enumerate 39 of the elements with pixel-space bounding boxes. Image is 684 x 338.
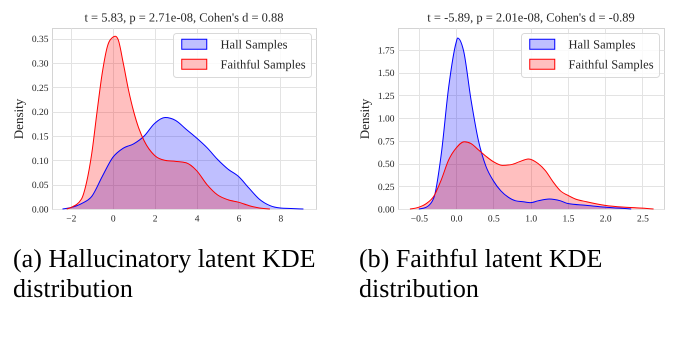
y-tick-label: 1.00 <box>378 114 395 125</box>
y-tick-label: 0.25 <box>378 182 395 193</box>
y-tick-label: 0.50 <box>378 160 395 170</box>
y-axis-title: Density <box>356 98 372 140</box>
y-tick-label: 0.05 <box>32 181 49 192</box>
x-tick-label: 2 <box>152 214 158 224</box>
chart-title: t = -5.89, p = 2.01e-08, Cohen's d = -0.89 <box>427 10 635 24</box>
x-tick-label: 1.0 <box>525 214 538 224</box>
x-tick-label: 6 <box>236 214 242 224</box>
x-tick-label: −0.5 <box>410 214 428 224</box>
x-tick-label: 0 <box>110 214 116 224</box>
y-axis-title: Density <box>10 98 26 140</box>
legend-label: Faithful Samples <box>568 57 654 72</box>
legend-label: Hall Samples <box>568 37 636 52</box>
chart-title: t = 5.83, p = 2.71e-08, Cohen's d = 0.88 <box>84 10 284 24</box>
x-tick-label: 4 <box>194 214 200 224</box>
y-tick-label: 0.75 <box>378 137 395 148</box>
x-tick-label: 2.5 <box>636 214 650 224</box>
x-tick-label: 1.5 <box>562 214 575 224</box>
y-tick-label: 0.15 <box>32 132 49 143</box>
y-tick-label: 0.10 <box>32 156 49 167</box>
x-tick-label: 0.0 <box>450 214 463 224</box>
y-tick-label: 0.00 <box>32 206 49 216</box>
x-tick-label: 2.0 <box>600 214 612 224</box>
y-tick-label: 0.35 <box>32 35 49 46</box>
y-tick-label: 0.00 <box>378 206 395 216</box>
x-tick-label: 8 <box>278 214 284 224</box>
y-tick-label: 0.30 <box>32 60 49 70</box>
x-tick-label: −2 <box>66 214 77 224</box>
y-tick-label: 1.75 <box>378 46 395 56</box>
y-tick-label: 1.50 <box>378 69 395 80</box>
text: (a) Hallucinatory latent KDE distribution <box>13 244 316 303</box>
y-tick-label: 1.25 <box>378 92 395 102</box>
legend-label: Faithful Samples <box>220 57 306 72</box>
x-tick-label: 0.5 <box>488 214 500 224</box>
y-tick-label: 0.25 <box>32 84 49 94</box>
y-tick-label: 0.20 <box>32 108 49 118</box>
text: (b) Faithful latent KDE distribution <box>359 244 602 303</box>
legend-label: Hall Samples <box>220 37 288 52</box>
